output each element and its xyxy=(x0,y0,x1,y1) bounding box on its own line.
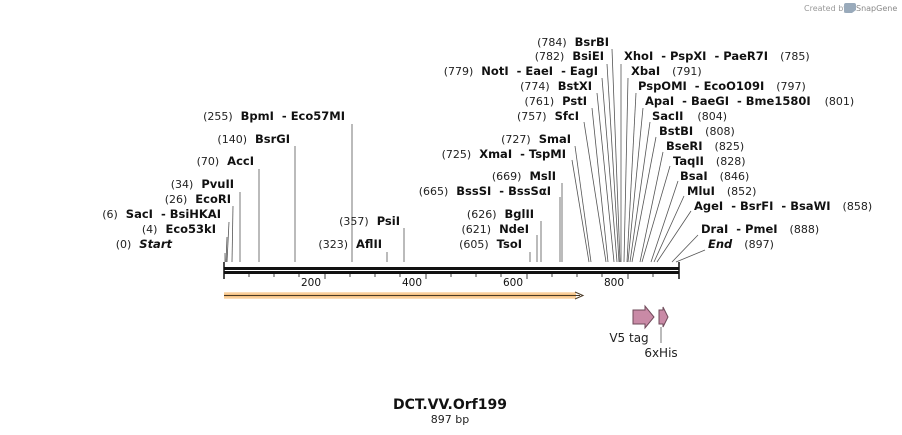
leader-taqii xyxy=(641,165,671,263)
orf-arrowhead-icon xyxy=(574,291,585,300)
credit-brand: SnapGene xyxy=(856,4,897,13)
restriction-site-labels: (0) Start (4) Eco53kI (6) SacI - BsiHKAI (2… xyxy=(102,35,872,251)
leader-mlui xyxy=(653,195,685,263)
leader-bstbi xyxy=(631,136,657,263)
site-label-msli: (669) MslI xyxy=(492,169,556,183)
site-label-eco53ki: (4) Eco53kI xyxy=(142,222,216,236)
credit-text: Created by xyxy=(804,4,848,13)
site-label-psti: (761) PstI xyxy=(525,94,587,108)
bottom-strand xyxy=(224,271,679,274)
site-label-xmai: (725) XmaI - TspMI xyxy=(442,147,566,161)
site-label-agei: AgeI - BsrFI - BsaWI (858) xyxy=(694,199,872,213)
site-leader-lines xyxy=(224,48,706,263)
site-label-bsssi: (665) BssSI - BssSαI xyxy=(419,184,551,198)
sequence-length: 897 bp xyxy=(431,413,469,426)
leader-drai xyxy=(671,234,699,263)
site-label-end: End (897) xyxy=(708,237,774,251)
site-label-smai: (727) SmaI xyxy=(501,132,571,146)
site-label-sacii: SacII (804) xyxy=(652,109,727,123)
site-label-sfci: (757) SfcI xyxy=(517,109,579,123)
leader-psti xyxy=(591,107,609,263)
tick-label-600: 600 xyxy=(503,277,523,289)
snapgene-logo-icon xyxy=(844,3,856,13)
feature-label-6xhis: 6xHis xyxy=(644,346,677,360)
site-label-bsrgi: (140) BsrGI xyxy=(217,132,290,146)
leader-bsrbi xyxy=(611,48,621,263)
site-label-pspomi: PspOMI - EcoO109I (797) xyxy=(638,79,806,93)
feature-label-v5-tag: V5 tag xyxy=(609,331,648,345)
site-label-psii: (357) PsiI xyxy=(339,214,400,228)
v5-tag-arrow-icon xyxy=(632,304,655,330)
site-label-xhoi: XhoI - PspXI - PaeR7I (785) xyxy=(624,49,810,63)
site-label-bseri: BseRI (825) xyxy=(666,139,744,153)
leader-pspomi xyxy=(626,92,637,263)
leader-bstxi xyxy=(596,92,615,263)
leader-apai xyxy=(627,107,644,263)
site-label-bstxi: (774) BstXI xyxy=(520,79,592,93)
top-strand xyxy=(224,267,679,270)
site-label-ndei: (621) NdeI xyxy=(461,222,529,236)
leader-xmai xyxy=(571,159,590,263)
leader-agei xyxy=(656,210,692,263)
site-label-xbai: XbaI (791) xyxy=(631,64,702,78)
leader-noti xyxy=(601,77,618,263)
site-label-bpmi: (255) BpmI - Eco57MI xyxy=(203,109,345,123)
site-label-drai: DraI - PmeI (888) xyxy=(701,222,819,236)
map-title: DCT.VV.Orf199 xyxy=(393,397,507,413)
site-label-mlui: MluI (852) xyxy=(687,184,756,198)
tick-label-400: 400 xyxy=(402,277,422,289)
axis-ticks: 200 400 600 800 xyxy=(301,277,624,289)
site-label-bsai: BsaI (846) xyxy=(680,169,749,183)
site-label-bsiei: (782) BsiEI xyxy=(535,49,604,63)
leader-sfci xyxy=(583,121,607,263)
site-label-apai: ApaI - BaeGI - Bme1580I (801) xyxy=(645,94,854,108)
leader-saci xyxy=(226,221,230,263)
site-label-bglii: (626) BglII xyxy=(467,207,534,221)
leader-xbai xyxy=(623,77,629,263)
leader-eco53ki xyxy=(225,236,228,263)
leader-sacii xyxy=(629,121,651,263)
leader-end xyxy=(675,249,706,263)
feature-6xhis[interactable]: 6xHis xyxy=(644,306,678,360)
leader-bsai xyxy=(650,180,679,263)
site-label-tsoi: (605) TsoI xyxy=(459,237,522,251)
site-label-bstbi: BstBI (808) xyxy=(659,124,735,138)
minor-ticks xyxy=(248,274,654,279)
site-label-start: (0) Start xyxy=(116,237,173,251)
site-label-acci: (70) AccI xyxy=(197,154,254,168)
site-label-taqii: TaqII (828) xyxy=(673,154,746,168)
leader-ecori xyxy=(231,205,234,263)
tick-label-200: 200 xyxy=(301,277,321,289)
site-label-ecori: (26) EcoRI xyxy=(165,192,231,206)
orf-arrow[interactable] xyxy=(224,291,585,300)
site-label-pvuii: (34) PvuII xyxy=(171,177,234,191)
site-label-bsrbi: (784) BsrBI xyxy=(537,35,609,49)
feature-v5-tag[interactable]: V5 tag xyxy=(609,304,655,345)
site-label-noti: (779) NotI - EaeI - EagI xyxy=(444,64,598,78)
site-label-saci: (6) SacI - BsiHKAI xyxy=(102,207,221,221)
tick-label-800: 800 xyxy=(604,277,624,289)
leader-bseri xyxy=(639,151,664,263)
sequence-backbone xyxy=(223,262,680,279)
site-label-aflii: (323) AflII xyxy=(318,237,382,251)
leader-bsiei xyxy=(606,63,620,263)
leader-smai xyxy=(574,145,592,263)
6xhis-arrow-icon xyxy=(658,306,669,328)
